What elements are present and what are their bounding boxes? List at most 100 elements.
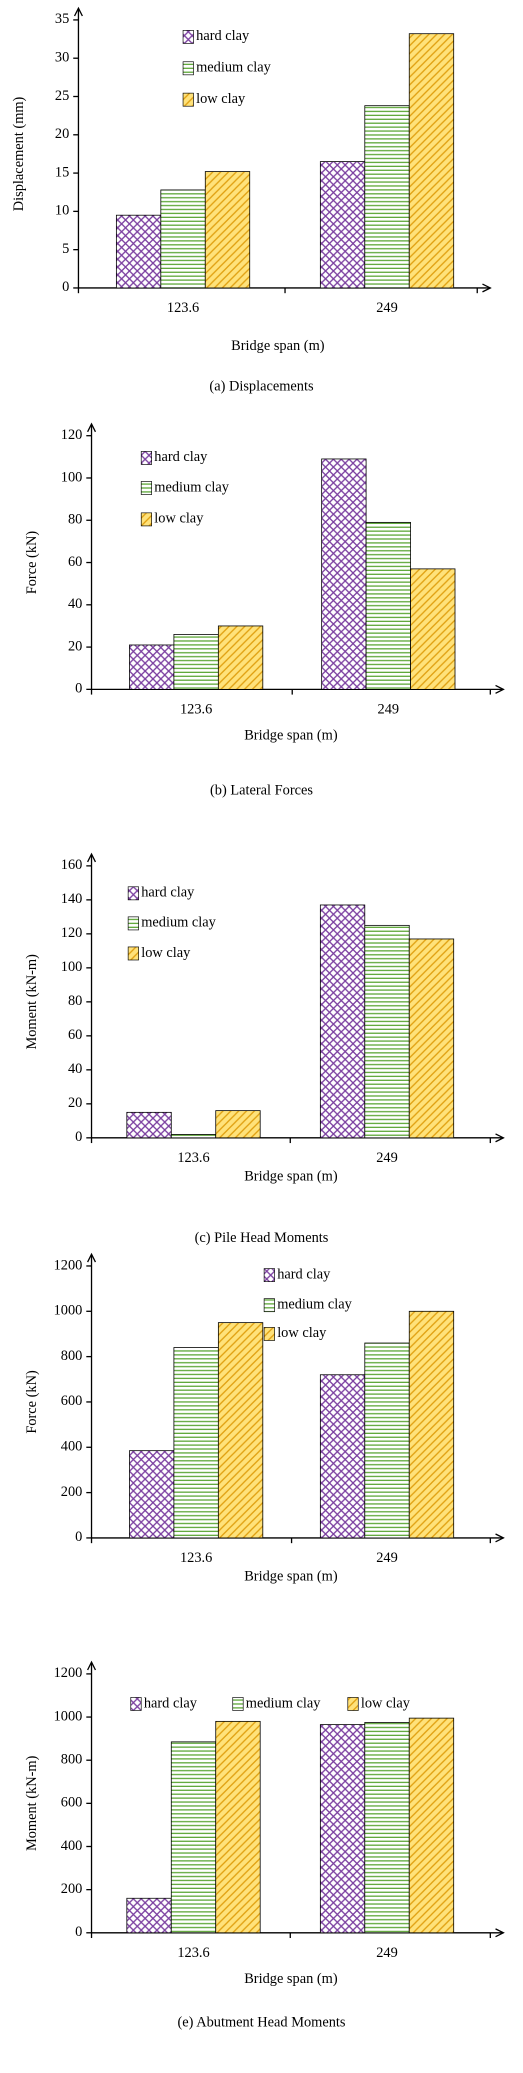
y-tick-label: 30 (55, 50, 69, 66)
y-tick-label: 140 (61, 891, 83, 907)
chart-panel: 0 200 400 600 800 1000 1200 hard clay medium cla… (24, 1252, 505, 1584)
y-tick-label: 160 (61, 857, 83, 873)
y-axis-arrow (73, 6, 83, 17)
y-tick-label: 200 (61, 1484, 83, 1500)
y-tick-label: 20 (68, 638, 82, 654)
chart-caption: (a) Displacements (209, 379, 314, 395)
y-tick-label: 1200 (54, 1257, 83, 1273)
legend-swatch (182, 61, 194, 76)
y-axis-label: Force (kN) (24, 531, 40, 595)
legend-swatch (140, 451, 152, 465)
y-tick-label: 0 (75, 1129, 82, 1145)
bar (364, 1342, 410, 1539)
x-axis-arrow (495, 1533, 505, 1543)
y-tick-label: 40 (68, 596, 82, 612)
bar (319, 904, 366, 1139)
legend-swatch (127, 946, 139, 961)
x-tick-label: 123.6 (180, 702, 212, 718)
x-axis-label: Bridge span (m) (244, 728, 338, 744)
bar (170, 1741, 217, 1934)
bar (129, 1450, 175, 1539)
y-tick-label: 35 (55, 11, 69, 27)
legend-swatch (263, 1268, 275, 1282)
x-tick-label: 249 (376, 1945, 398, 1961)
legend-label: hard clay (196, 28, 250, 44)
y-axis-label: Displacement (mm) (11, 96, 27, 211)
x-tick-label: 123.6 (177, 1945, 209, 1961)
legend-label: medium clay (277, 1296, 352, 1312)
bar (365, 521, 411, 690)
chart-caption: (b) Lateral Forces (210, 783, 313, 799)
bar (115, 214, 162, 289)
chart-panel: 0 20 40 60 80 100 120 140 160 hard clay medium cla… (24, 852, 505, 1246)
y-tick-label: 20 (55, 126, 69, 142)
chart-panel: 0 20 40 60 80 100 120 hard clay medium clay low c… (24, 422, 505, 799)
bar (364, 924, 410, 1139)
x-tick-label: 249 (376, 1150, 398, 1166)
y-tick-label: 1000 (54, 1303, 83, 1319)
y-tick-label: 0 (75, 1924, 82, 1940)
y-tick-label: 20 (68, 1095, 82, 1111)
x-axis-arrow (495, 684, 505, 694)
y-tick-label: 5 (62, 241, 69, 257)
y-tick-label: 600 (61, 1393, 83, 1409)
x-tick-label: 123.6 (167, 300, 199, 316)
y-tick-label: 1000 (54, 1708, 83, 1724)
x-axis-arrow (495, 1928, 505, 1938)
x-tick-label: 249 (376, 1550, 398, 1566)
y-axis-label: Moment (kN-m) (24, 954, 40, 1050)
x-tick-label: 249 (376, 300, 398, 316)
y-axis-arrow (87, 1660, 97, 1671)
bar (215, 1720, 261, 1934)
y-tick-label: 100 (61, 469, 83, 485)
y-tick-label: 200 (61, 1881, 83, 1897)
legend-swatch (347, 1697, 359, 1711)
legend-label: low clay (141, 945, 191, 961)
legend-label: low clay (277, 1325, 327, 1341)
legend-label: hard clay (144, 1695, 198, 1711)
y-tick-label: 800 (61, 1348, 83, 1364)
bar (217, 625, 264, 690)
bar (408, 1310, 455, 1539)
legend-label: hard clay (154, 449, 208, 465)
bar (170, 1134, 217, 1139)
bar (160, 189, 206, 289)
chart-caption: (e) Abutment Head Moments (177, 2014, 345, 2030)
bar (319, 1374, 366, 1539)
x-axis-arrow (482, 283, 492, 293)
legend-swatch (140, 512, 152, 527)
bar (173, 634, 219, 690)
x-tick-label: 123.6 (180, 1550, 212, 1566)
y-tick-label: 100 (61, 959, 83, 975)
y-tick-label: 0 (62, 279, 69, 295)
y-tick-label: 800 (61, 1751, 83, 1767)
bar (319, 161, 366, 289)
bar (364, 1722, 410, 1934)
legend-label: medium clay (246, 1695, 321, 1711)
y-tick-label: 400 (61, 1439, 83, 1455)
bar (217, 1322, 264, 1539)
legend-label: low clay (361, 1695, 411, 1711)
legend-swatch (182, 92, 194, 107)
y-tick-label: 25 (55, 88, 69, 104)
legend-label: hard clay (141, 885, 195, 901)
y-tick-label: 1200 (54, 1665, 83, 1681)
bar (408, 938, 455, 1139)
y-tick-label: 400 (61, 1838, 83, 1854)
bar (204, 171, 251, 289)
y-tick-label: 120 (61, 925, 83, 941)
y-tick-label: 120 (61, 427, 83, 443)
x-axis-arrow (495, 1133, 505, 1143)
x-tick-label: 123.6 (177, 1150, 209, 1166)
legend-label: low clay (154, 511, 204, 527)
bar (173, 1347, 219, 1539)
legend-swatch (130, 1697, 142, 1711)
y-axis-label: Moment (kN-m) (24, 1755, 40, 1851)
legend-swatch (263, 1298, 275, 1313)
bar (126, 1111, 172, 1139)
y-axis-arrow (87, 1252, 97, 1263)
bar (126, 1897, 172, 1934)
legend-swatch (140, 481, 152, 495)
